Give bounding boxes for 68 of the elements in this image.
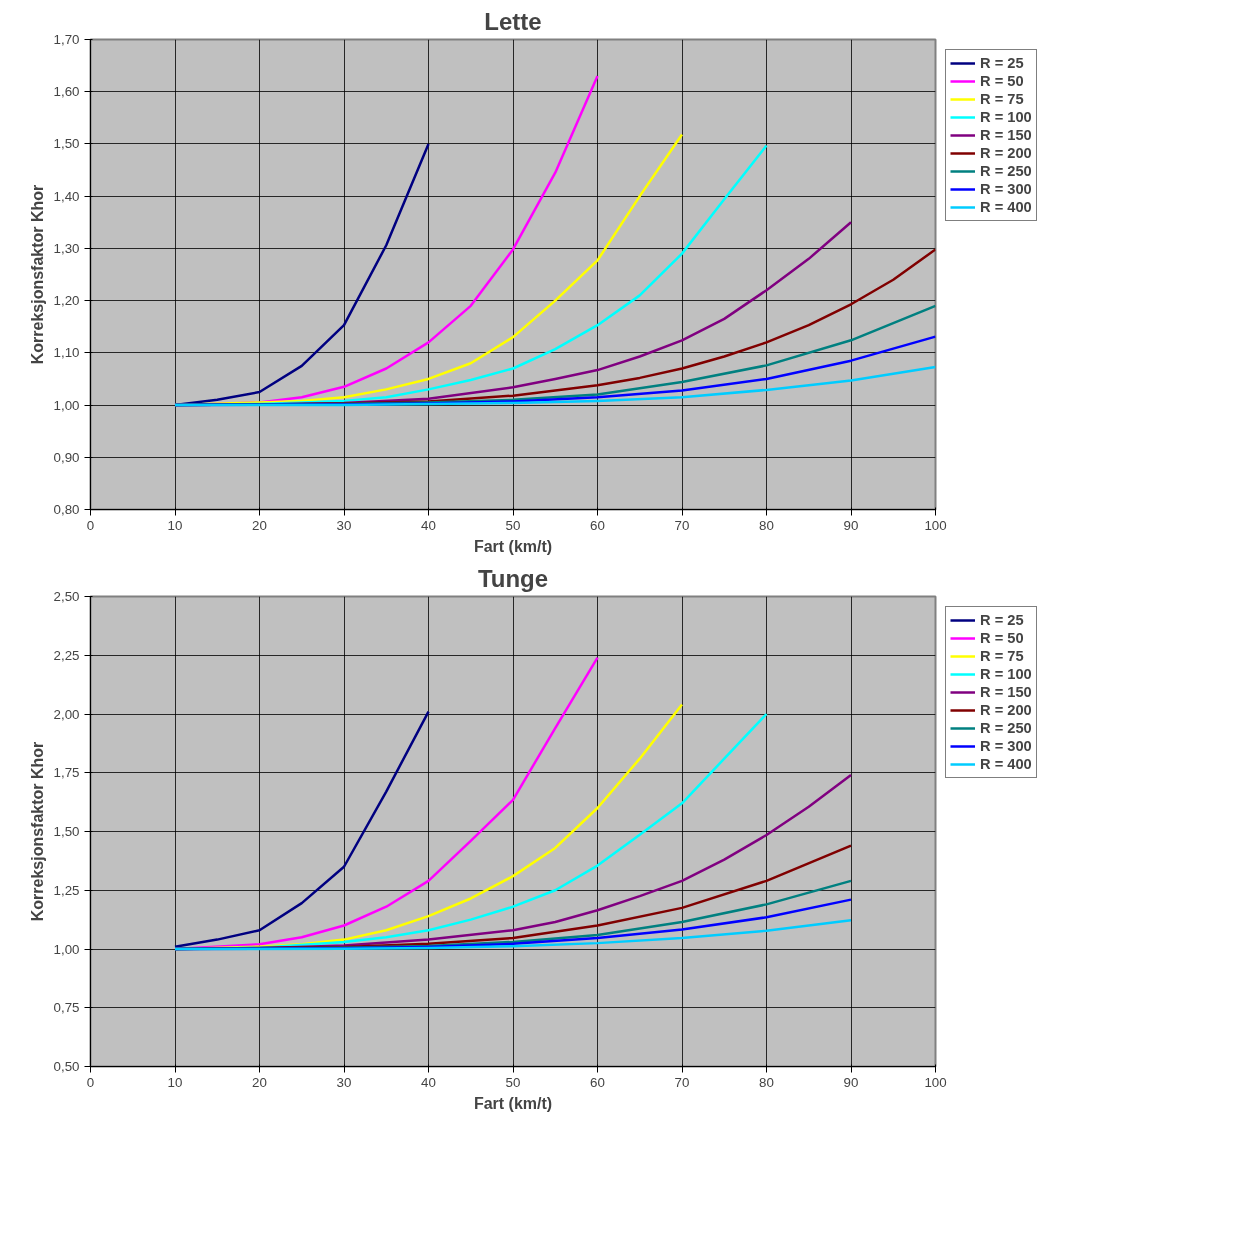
line-series [173,710,430,948]
legend-label: R = 400 [980,198,1032,216]
legend-label: R = 100 [980,108,1032,126]
chart-title: Lette [484,7,542,35]
y-tick-label: 2,25 [53,647,80,663]
y-tick-label: 1,10 [53,345,80,361]
y-axis-title: Korreksjonsfaktor Khor [28,741,46,922]
x-tick-label: 50 [505,1074,521,1090]
x-tick-label: 20 [252,517,267,533]
x-tick-label: 80 [759,517,774,533]
x-tick-label: 10 [167,1074,183,1090]
x-tick-label: 30 [336,517,352,533]
y-tick-label: 0,75 [53,1000,80,1016]
y-tick-label: 1,40 [53,188,80,204]
legend-label: R = 25 [980,611,1024,629]
x-tick-label: 90 [843,517,859,533]
legend-label: R = 250 [980,162,1032,180]
x-tick-label: 30 [336,1074,352,1090]
y-tick-label: 1,25 [53,882,80,898]
y-tick-label: 2,50 [53,589,80,604]
legend-label: R = 75 [980,90,1024,108]
x-tick-label: 90 [843,1074,859,1090]
y-tick-label: 1,00 [53,941,80,957]
x-tick-label: 100 [924,1074,947,1090]
y-tick-label: 0,50 [53,1059,80,1074]
y-tick-label: 1,00 [53,397,80,413]
x-tick-label: 50 [505,517,521,533]
y-tick-label: 0,80 [53,502,80,517]
legend-label: R = 300 [980,737,1032,755]
x-tick-label: 60 [590,1074,605,1090]
legend-label: R = 50 [980,629,1024,647]
y-axis-title: Korreksjonsfaktor Khor [28,184,46,365]
y-tick-label: 1,60 [53,84,80,100]
x-tick-label: 60 [590,517,605,533]
chart-title: Tunge [477,564,549,592]
x-tick-label: 0 [86,1074,95,1090]
legend-label: R = 200 [980,144,1032,162]
x-tick-label: 80 [759,1074,774,1090]
line-series [173,919,853,951]
x-tick-label: 70 [674,1074,690,1090]
x-axis-title: Fart (km/t) [473,1094,553,1112]
y-tick-label: 1,75 [53,765,80,781]
legend-label: R = 25 [980,54,1024,72]
x-tick-label: 0 [86,517,95,533]
x-tick-label: 40 [421,1074,436,1090]
legend-label: R = 150 [980,126,1032,144]
legend-label: R = 200 [980,701,1032,719]
legend-label: R = 100 [980,665,1032,683]
y-tick-label: 1,20 [53,293,80,309]
legend-label: R = 75 [980,647,1024,665]
x-axis-title: Fart (km/t) [473,537,553,555]
y-tick-label: 1,50 [53,824,80,839]
legend-label: R = 250 [980,719,1032,737]
legend-label: R = 300 [980,180,1032,198]
x-tick-label: 40 [421,517,436,533]
legend-label: R = 50 [980,72,1024,90]
y-tick-label: 0,90 [53,449,80,465]
line-series [173,365,936,407]
x-tick-label: 70 [674,517,690,533]
y-tick-label: 1,50 [53,136,80,152]
x-tick-label: 20 [252,1074,267,1090]
x-tick-label: 100 [924,517,947,533]
x-tick-label: 10 [167,517,183,533]
legend-label: R = 150 [980,683,1032,701]
y-tick-label: 1,30 [53,240,80,256]
legend-label: R = 400 [980,755,1032,773]
y-tick-label: 2,00 [53,706,80,722]
y-tick-label: 1,70 [53,32,80,47]
